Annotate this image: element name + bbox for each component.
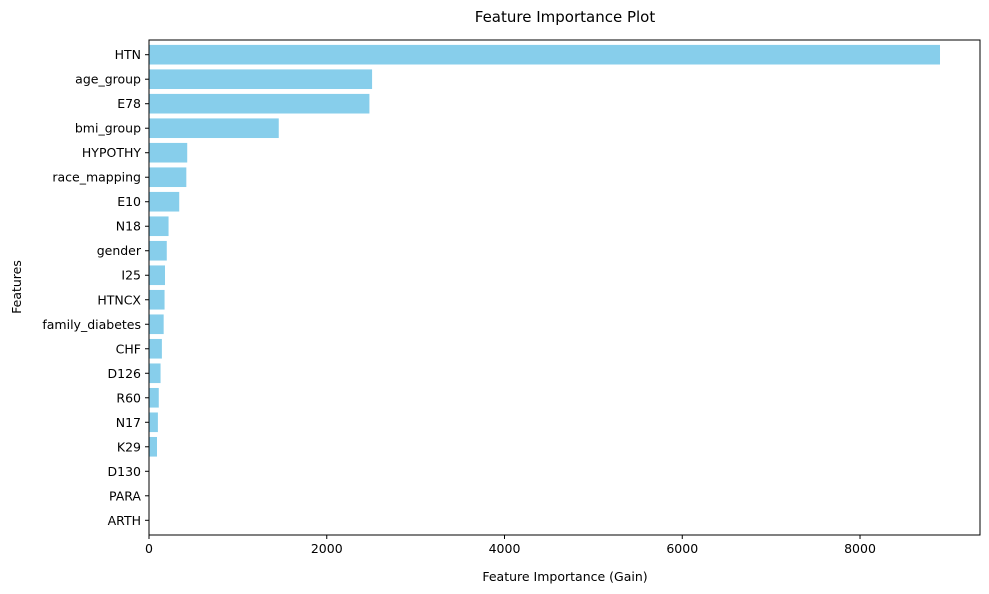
bar-i25 <box>149 265 165 286</box>
y-tick-label: N17 <box>116 415 141 430</box>
bar-n17 <box>149 412 158 433</box>
bar-chf <box>149 338 162 359</box>
y-axis-label: Features <box>9 260 24 314</box>
y-tick-label: I25 <box>121 268 141 283</box>
y-tick-label: D130 <box>108 464 142 479</box>
y-tick-label: HTNCX <box>97 292 141 307</box>
bar-d126 <box>149 363 161 384</box>
x-tick-label: 6000 <box>666 541 698 556</box>
bar-family-diabetes <box>149 314 164 335</box>
y-tick-label: race_mapping <box>52 170 141 185</box>
bar-gender <box>149 240 167 261</box>
y-tick-label: bmi_group <box>75 121 141 136</box>
x-tick-label: 2000 <box>311 541 343 556</box>
y-tick-label: R60 <box>116 390 141 405</box>
bar-k29 <box>149 436 157 457</box>
y-tick-label: ARTH <box>108 513 141 528</box>
x-axis-label: Feature Importance (Gain) <box>482 569 647 584</box>
bar-e10 <box>149 191 180 212</box>
plot-frame <box>148 39 981 536</box>
x-tick-label: 8000 <box>844 541 876 556</box>
bar-e78 <box>149 93 370 114</box>
bar-hypothy <box>149 142 188 163</box>
bar-bmi-group <box>149 118 279 139</box>
bars-layer <box>149 44 941 457</box>
x-tick-label: 4000 <box>489 541 521 556</box>
y-tick-label: age_group <box>75 72 141 87</box>
y-tick-label: HYPOTHY <box>82 145 141 160</box>
y-tick-label: D126 <box>108 366 142 381</box>
y-tick-label: CHF <box>116 341 141 356</box>
x-tick-label: 0 <box>145 541 153 556</box>
y-tick-label: gender <box>97 243 142 258</box>
y-tick-label: N18 <box>116 219 141 234</box>
chart-title: Feature Importance Plot <box>475 8 656 26</box>
y-tick-label: PARA <box>109 488 141 503</box>
y-tick-label: HTN <box>115 47 141 62</box>
bar-htn <box>149 44 941 65</box>
bar-htncx <box>149 289 165 310</box>
y-tick-label: K29 <box>117 439 141 454</box>
bar-race-mapping <box>149 167 187 188</box>
bar-age-group <box>149 69 373 90</box>
ticks-layer: HTN age_group E78 bmi_group HYPOTHY race_mapp… <box>42 47 876 556</box>
y-tick-label: E78 <box>117 96 141 111</box>
bar-n18 <box>149 216 169 237</box>
y-tick-label: family_diabetes <box>42 317 141 332</box>
bar-r60 <box>149 387 159 408</box>
y-tick-label: E10 <box>117 194 141 209</box>
